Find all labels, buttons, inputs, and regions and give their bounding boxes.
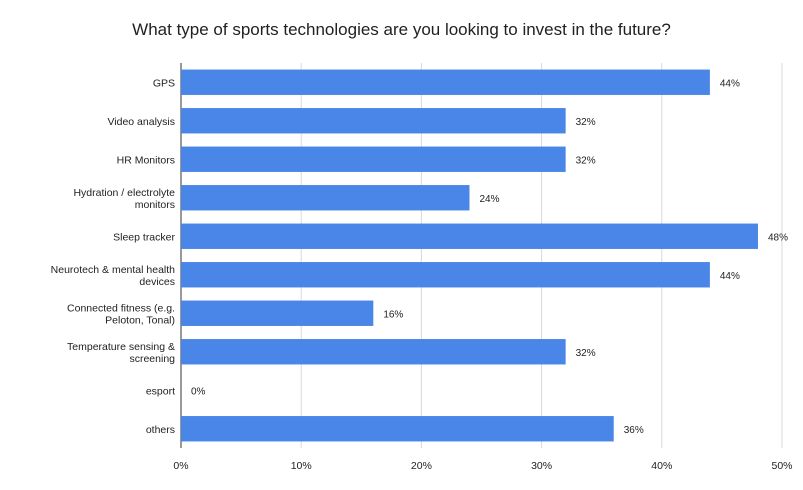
bar <box>181 69 710 95</box>
category-label: Hydration / electrolyte monitors <box>73 187 175 211</box>
x-tick-label: 40% <box>651 460 672 472</box>
data-label: 16% <box>383 309 403 320</box>
x-tick-label: 20% <box>411 460 432 472</box>
bar <box>181 262 710 288</box>
category-label: others <box>146 424 175 436</box>
data-label: 0% <box>191 386 206 397</box>
category-label: Connected fitness (e.g. Peloton, Tonal) <box>67 302 175 326</box>
chart-title: What type of sports technologies are you… <box>132 20 671 39</box>
category-label: HR Monitors <box>117 154 175 166</box>
bar <box>181 223 758 249</box>
data-label: 44% <box>720 271 740 282</box>
category-label: esport <box>146 385 175 397</box>
bar <box>181 185 470 211</box>
data-label: 36% <box>624 425 644 436</box>
data-label: 32% <box>576 348 596 359</box>
category-label: Temperature sensing & screening <box>67 341 175 365</box>
category-label: GPS <box>153 77 175 89</box>
category-label: Sleep tracker <box>113 231 175 243</box>
data-label: 24% <box>479 194 499 205</box>
bar <box>181 339 566 365</box>
data-label: 44% <box>720 78 740 89</box>
x-tick-label: 50% <box>771 460 792 472</box>
bar <box>181 416 614 442</box>
category-label: Video analysis <box>107 116 175 128</box>
x-tick-label: 30% <box>531 460 552 472</box>
bar <box>181 300 374 326</box>
x-tick-label: 0% <box>173 460 188 472</box>
data-label: 48% <box>768 232 788 243</box>
bar <box>181 146 566 172</box>
data-label: 32% <box>576 117 596 128</box>
data-label: 32% <box>576 155 596 166</box>
bar <box>181 108 566 134</box>
x-tick-label: 10% <box>291 460 312 472</box>
category-label: Neurotech & mental health devices <box>51 264 175 288</box>
